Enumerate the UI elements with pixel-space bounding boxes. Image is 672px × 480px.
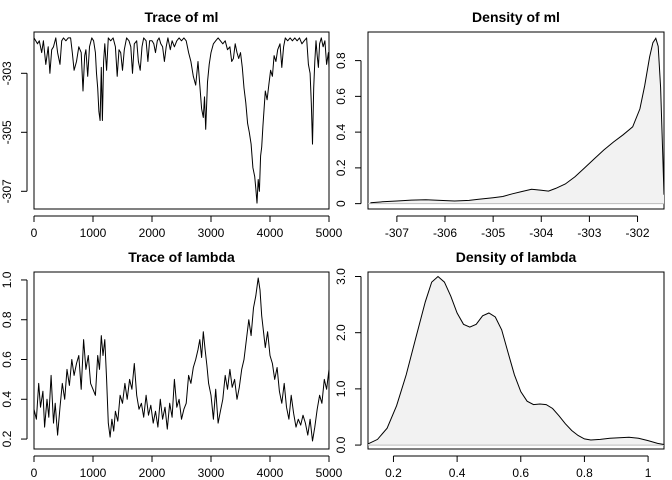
density-ml-x-tick-label: -302 (626, 226, 650, 240)
density-ml-x-tick-label: -303 (577, 226, 601, 240)
density-ml-panel: Density of ml -307 -306 -305 -304 -303 -302 0 0.… (334, 9, 665, 240)
density-lambda-x-tick-label: 0.4 (449, 466, 466, 480)
density-lambda-area-fill (368, 276, 664, 446)
density-ml-y-tick-label: 0.8 (334, 52, 348, 69)
density-ml-x-tick-label: -306 (433, 226, 457, 240)
density-lambda-y-tick-label: 1.0 (334, 380, 348, 397)
trace-lambda-x-tick-label: 5000 (316, 466, 343, 480)
density-ml-title: Density of ml (472, 9, 560, 25)
trace-ml-x-tick-label: 3000 (198, 226, 225, 240)
trace-lambda-y-tick-label: 0.4 (0, 391, 14, 408)
trace-ml-x-tick-label: 4000 (257, 226, 284, 240)
density-lambda-x-tick-label: 0.8 (576, 466, 593, 480)
density-lambda-y-tick-label: 2.0 (334, 324, 348, 341)
trace-ml-x-tick-label: 0 (31, 226, 38, 240)
trace-lambda-x-tick-label: 0 (31, 466, 38, 480)
density-lambda-panel: Density of lambda 0.2 0.4 0.6 0.8 1 0.0 1.0 2.0 3… (334, 249, 665, 480)
density-lambda-y-tick-label: 0.0 (334, 436, 348, 453)
density-lambda-title: Density of lambda (456, 249, 577, 265)
trace-lambda-x-tick-label: 4000 (257, 466, 284, 480)
trace-ml-y-tick-label: -307 (0, 179, 14, 203)
trace-ml-frame (33, 31, 330, 210)
density-lambda-x-tick-label: 0.2 (385, 466, 402, 480)
trace-ml-panel: Trace of ml 0 1000 2000 3000 4000 5000 -307 -305… (0, 9, 343, 240)
trace-lambda-x-tick-label: 2000 (139, 466, 166, 480)
trace-lambda-y-tick-label: 0.6 (0, 351, 14, 368)
trace-ml-y-tick-label: -303 (0, 61, 14, 85)
density-lambda-frame (367, 271, 665, 450)
density-ml-y-tick-label: 0 (334, 200, 348, 207)
trace-lambda-x-tick-label: 1000 (80, 466, 107, 480)
density-ml-frame (367, 31, 665, 210)
density-lambda-y-tick-label: 3.0 (334, 268, 348, 285)
trace-ml-trace-line (34, 37, 329, 204)
density-lambda-density-line (368, 275, 664, 445)
density-lambda-x-tick-label: 0.6 (512, 466, 529, 480)
trace-lambda-trace-line (34, 277, 329, 442)
trace-ml-x-tick-label: 1000 (80, 226, 107, 240)
density-ml-area-fill (370, 38, 664, 204)
density-ml-y-tick-label: 0.2 (334, 159, 348, 176)
trace-lambda-y-tick-label: 0.2 (0, 430, 14, 447)
density-ml-x-tick-label: -304 (529, 226, 553, 240)
chart-panels: Trace of ml 0 1000 2000 3000 4000 5000 -307 -305… (0, 9, 665, 480)
trace-lambda-y-tick-label: 1.0 (0, 271, 14, 288)
density-lambda-x-tick-label: 1 (645, 466, 652, 480)
density-ml-y-tick-label: 0.4 (334, 123, 348, 140)
trace-ml-x-tick-label: 2000 (139, 226, 166, 240)
trace-lambda-frame (33, 271, 330, 450)
trace-lambda-panel: Trace of lambda 0 1000 2000 3000 4000 5000 0.2 0… (0, 249, 343, 480)
density-ml-x-tick-label: -307 (385, 226, 409, 240)
trace-ml-y-tick-label: -305 (0, 120, 14, 144)
trace-lambda-title: Trace of lambda (128, 249, 235, 265)
trace-lambda-x-tick-label: 3000 (198, 466, 225, 480)
density-ml-density-line (370, 37, 664, 204)
density-ml-x-tick-label: -305 (481, 226, 505, 240)
trace-ml-x-tick-label: 5000 (316, 226, 343, 240)
density-ml-y-tick-label: 0.6 (334, 88, 348, 105)
trace-ml-title: Trace of ml (145, 9, 219, 25)
trace-lambda-y-tick-label: 0.8 (0, 311, 14, 328)
